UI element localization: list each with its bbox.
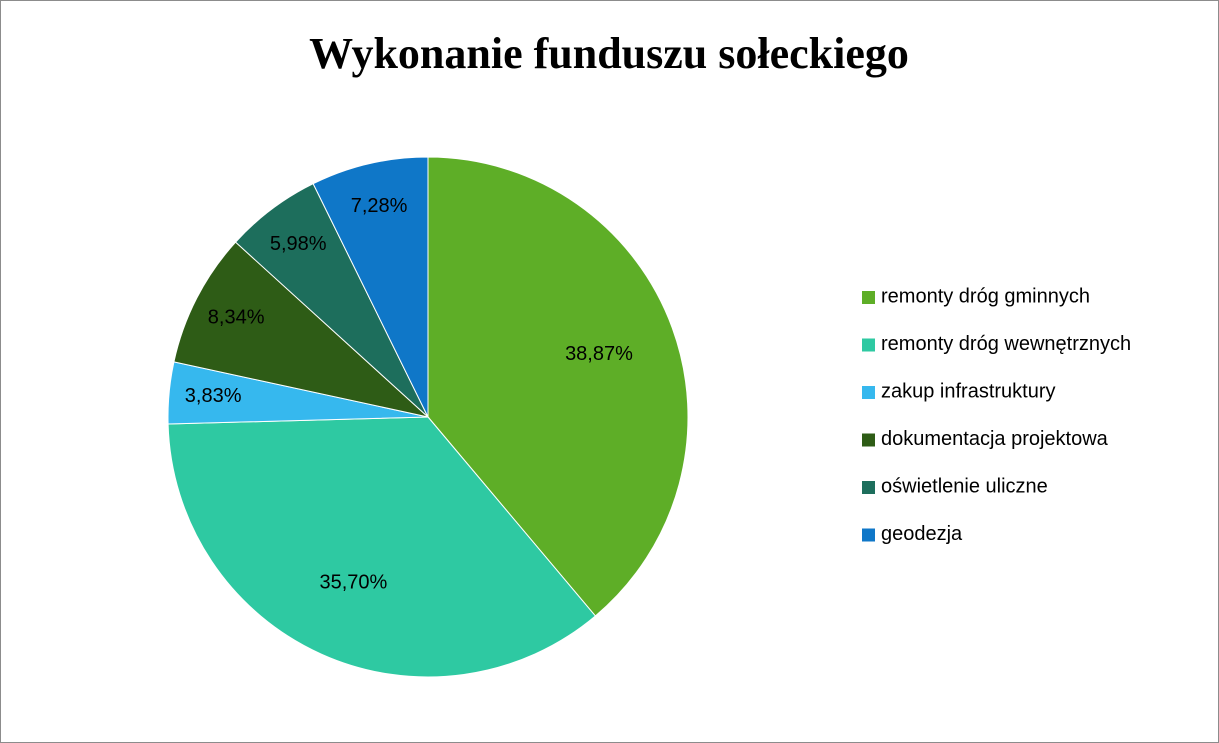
legend-label: remonty dróg wewnętrznych [881,333,1131,355]
legend-swatch [862,481,875,494]
chart-title: Wykonanie funduszu sołeckiego [309,29,909,78]
legend-label: dokumentacja projektowa [881,428,1109,450]
legend-label: oświetlenie uliczne [881,475,1048,497]
legend-swatch [862,386,875,399]
data-label: 38,87% [565,343,633,365]
legend-label: remonty dróg gminnych [881,285,1090,307]
legend-label: zakup infrastruktury [881,380,1056,402]
pie-slice [312,156,429,418]
pie-slice [167,416,597,678]
pie-slice [173,241,430,418]
legend-swatch [862,528,875,542]
data-label: 5,98% [270,233,327,255]
legend-label: geodezja [881,523,963,545]
data-label: 35,70% [319,571,387,593]
legend-swatch [862,338,875,352]
data-label: 8,34% [208,306,265,328]
data-label: 7,28% [351,195,408,217]
legend-swatch [862,433,875,447]
pie-slice [427,156,689,617]
data-label: 3,83% [185,385,242,407]
legend-swatch [862,291,875,304]
